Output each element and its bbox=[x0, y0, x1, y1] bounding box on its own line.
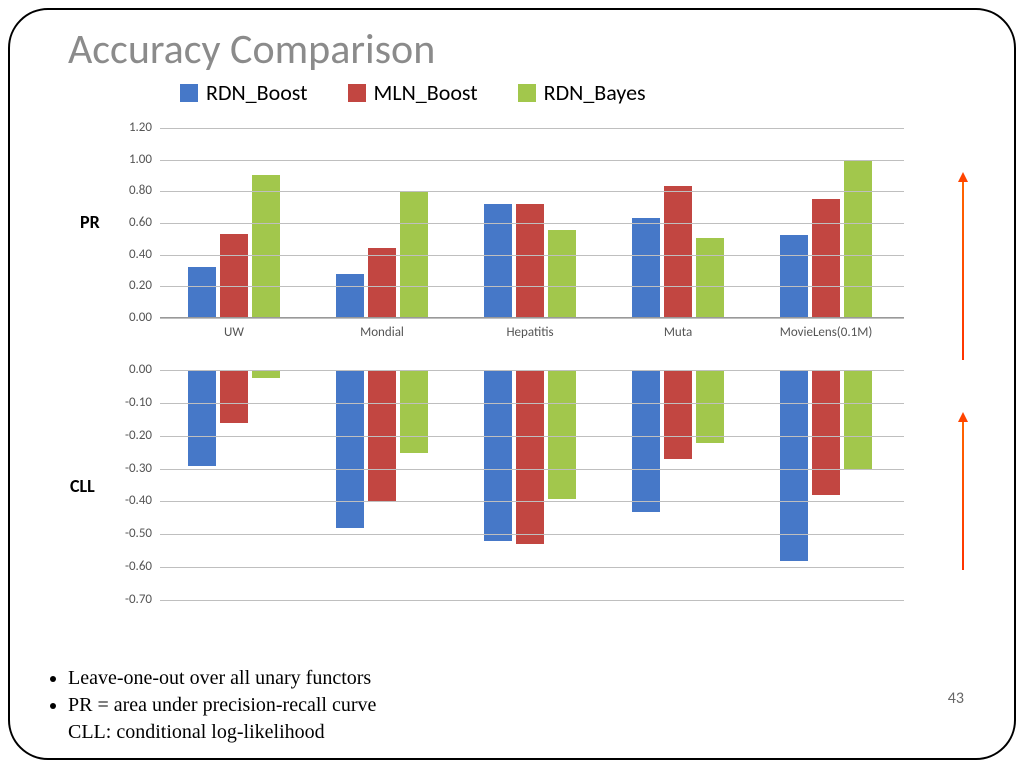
cll-chart: CLL 0.00-0.10-0.20-0.30-0.40-0.50-0.60-0… bbox=[110, 358, 904, 618]
bar bbox=[812, 199, 840, 317]
bar-group bbox=[484, 371, 576, 600]
ytick-label: -0.70 bbox=[112, 592, 152, 607]
bar bbox=[548, 230, 576, 317]
pr-chart: PR 0.000.200.400.600.801.001.20UWMondial… bbox=[110, 110, 904, 350]
bar bbox=[844, 160, 872, 318]
gridline bbox=[160, 501, 904, 502]
gridline bbox=[160, 534, 904, 535]
gridline bbox=[160, 286, 904, 287]
bar bbox=[780, 235, 808, 317]
gridline bbox=[160, 600, 904, 601]
bar-group bbox=[632, 371, 724, 600]
bar bbox=[188, 267, 216, 317]
ytick-label: 0.40 bbox=[112, 247, 152, 262]
xtick-label: Muta bbox=[664, 325, 692, 340]
xtick-label: MovieLens(0.1M) bbox=[780, 325, 873, 340]
bar bbox=[696, 238, 724, 317]
bar bbox=[844, 371, 872, 469]
ytick-label: -0.60 bbox=[112, 559, 152, 574]
arrow-up-pr bbox=[962, 180, 964, 360]
ytick-label: 0.80 bbox=[112, 183, 152, 198]
bar bbox=[664, 186, 692, 317]
ytick-label: 1.00 bbox=[112, 152, 152, 167]
ytick-label: 1.20 bbox=[112, 120, 152, 135]
bar bbox=[696, 371, 724, 443]
bar bbox=[400, 371, 428, 453]
bar bbox=[664, 371, 692, 459]
bullet-item: PR = area under precision-recall curve bbox=[68, 692, 376, 719]
xtick-label: Hepatitis bbox=[506, 325, 553, 340]
bar bbox=[516, 204, 544, 317]
bar bbox=[812, 371, 840, 495]
bar-group bbox=[336, 371, 428, 600]
gridline bbox=[160, 436, 904, 437]
bar bbox=[780, 371, 808, 561]
ytick-label: -0.40 bbox=[112, 493, 152, 508]
bar bbox=[252, 371, 280, 378]
bar bbox=[632, 218, 660, 317]
bar-group bbox=[188, 371, 280, 600]
bar bbox=[188, 371, 216, 466]
pr-axis-label: PR bbox=[80, 211, 100, 233]
cll-axis-label: CLL bbox=[70, 475, 95, 497]
gridline bbox=[160, 318, 904, 319]
ytick-label: -0.10 bbox=[112, 395, 152, 410]
xtick-label: UW bbox=[224, 325, 244, 340]
ytick-label: 0.60 bbox=[112, 215, 152, 230]
arrow-up-cll bbox=[962, 420, 964, 570]
bar bbox=[252, 175, 280, 317]
bar bbox=[516, 371, 544, 544]
bar bbox=[220, 371, 248, 423]
gridline bbox=[160, 469, 904, 470]
ytick-label: 0.00 bbox=[112, 362, 152, 377]
page-number: 43 bbox=[948, 689, 964, 708]
bar bbox=[484, 204, 512, 317]
ytick-label: -0.50 bbox=[112, 526, 152, 541]
cll-plot-area bbox=[160, 370, 904, 600]
ytick-label: 0.20 bbox=[112, 278, 152, 293]
bullet-item: Leave-one-out over all unary functors bbox=[68, 665, 376, 692]
bar bbox=[336, 274, 364, 317]
gridline bbox=[160, 567, 904, 568]
bar bbox=[484, 371, 512, 541]
gridline bbox=[160, 223, 904, 224]
ytick-label: -0.30 bbox=[112, 461, 152, 476]
bar-group bbox=[780, 371, 872, 600]
ytick-label: 0.00 bbox=[112, 310, 152, 325]
xtick-label: Mondial bbox=[360, 325, 404, 340]
bullet-list: Leave-one-out over all unary functors PR… bbox=[48, 665, 376, 746]
bar bbox=[336, 371, 364, 528]
bullet-tail: CLL: conditional log-likelihood bbox=[68, 719, 376, 746]
gridline bbox=[160, 370, 904, 371]
bar bbox=[632, 371, 660, 512]
ytick-label: -0.20 bbox=[112, 428, 152, 443]
bar bbox=[220, 234, 248, 317]
gridline bbox=[160, 403, 904, 404]
gridline bbox=[160, 128, 904, 129]
gridline bbox=[160, 255, 904, 256]
bar bbox=[368, 248, 396, 317]
gridline bbox=[160, 160, 904, 161]
gridline bbox=[160, 191, 904, 192]
